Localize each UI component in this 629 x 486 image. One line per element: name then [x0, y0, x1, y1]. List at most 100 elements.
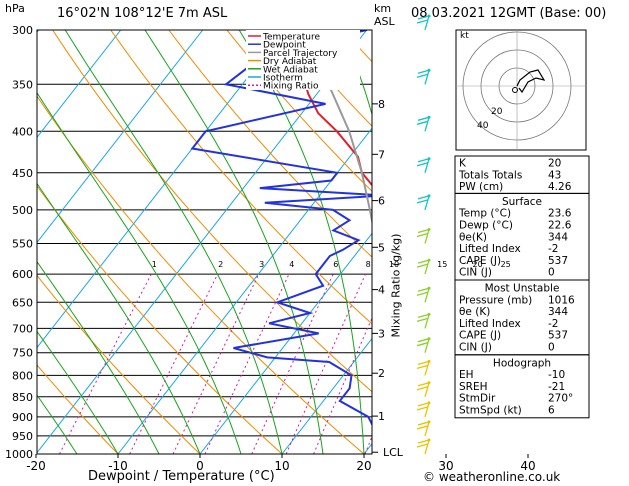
legend-label: Isotherm — [263, 74, 303, 84]
stat-value: 6 — [548, 405, 555, 417]
height-tick-label: 3 — [378, 327, 385, 340]
wind-barb-tip — [427, 286, 431, 290]
mixing-ratio-line — [285, 273, 366, 454]
wind-barb-flag — [417, 158, 430, 163]
wind-barb-tip — [427, 401, 431, 405]
wind-barb-flag — [417, 402, 430, 407]
height-tick-label: 8 — [378, 98, 385, 111]
asl-unit-label: ASL — [374, 15, 395, 28]
stat-value: 344 — [548, 306, 568, 318]
legend-label: Dewpoint — [263, 41, 306, 51]
legend-label: Mixing Ratio — [263, 82, 319, 92]
pressure-tick-label: 950 — [12, 430, 33, 443]
mixing-ratio-line — [59, 273, 152, 454]
stat-value: -2 — [548, 318, 558, 330]
temperature-tick-label: -10 — [108, 459, 128, 473]
temperature-tick-label: 20 — [356, 459, 371, 473]
height-tick-label: 1 — [378, 410, 385, 423]
wind-barb — [416, 157, 431, 173]
wind-barb-flag — [417, 116, 430, 121]
height-axis: 8 7 6 5 4 3 2 1 — [372, 98, 385, 453]
mixing-ratio-line — [251, 273, 334, 454]
wind-barb — [416, 227, 431, 244]
stat-label: SREH — [459, 381, 488, 393]
stat-label: CIN (J) — [459, 342, 492, 354]
stat-value: 0 — [548, 342, 555, 354]
wind-barb-flag — [416, 199, 429, 204]
pressure-tick-label: 550 — [12, 237, 33, 250]
wind-barb-staff — [424, 229, 430, 244]
wet-adiabat-line — [144, 30, 324, 454]
stat-value: 0 — [548, 267, 555, 279]
temperature-tick-label: -20 — [26, 459, 46, 473]
stat-label: EH — [459, 369, 474, 381]
stat-label: StmDir — [459, 393, 496, 405]
mixing-ratio-line — [172, 273, 260, 454]
pressure-tick-label: 350 — [12, 78, 33, 91]
wind-barb — [416, 381, 431, 397]
mixing-ratio-label: 2 — [218, 260, 223, 269]
temperature-profile-line — [302, 78, 372, 187]
wind-barb — [416, 286, 431, 303]
mixing-ratio-label: 4 — [289, 260, 294, 269]
stat-label: PW (cm) — [459, 181, 503, 193]
dry-adiabat-line — [226, 30, 372, 192]
wind-barb-flag — [417, 15, 430, 20]
stat-section-title: Surface — [502, 196, 542, 208]
stat-label: Pressure (mb) — [459, 294, 532, 306]
stat-label: Lifted Index — [459, 243, 521, 255]
isotherm-line — [281, 337, 372, 454]
legend-label: Dry Adiabat — [263, 57, 317, 67]
wind-barb-tip — [427, 359, 431, 363]
location-label: 16°02'N 108°12'E 7m ASL — [57, 6, 228, 21]
wind-barb-tip — [427, 157, 431, 161]
mixing-ratio-line — [129, 273, 219, 454]
mixing-ratio-label: 3 — [259, 260, 264, 269]
stat-value: 4.26 — [548, 181, 572, 193]
height-tick-label: 2 — [378, 367, 385, 380]
dry-adiabat-line — [110, 30, 372, 325]
wind-barb-flag — [417, 259, 430, 264]
stat-value: 537 — [548, 330, 568, 342]
lcl-label: LCL — [383, 446, 403, 459]
wind-barb-staff — [424, 439, 430, 455]
wind-barb-flag — [417, 287, 430, 292]
temperature-tick-label: 30 — [438, 459, 453, 473]
pressure-tick-label: 750 — [12, 347, 33, 360]
wind-barb-flag — [417, 313, 430, 319]
wind-barb-flag — [416, 162, 429, 167]
height-tick-label: 5 — [378, 241, 385, 254]
stat-value: 344 — [548, 231, 568, 243]
pressure-tick-label: 850 — [12, 391, 33, 404]
mixing-ratio-label: 6 — [333, 260, 338, 269]
isotherm-line — [37, 30, 122, 139]
dry-adiabat-line — [37, 274, 201, 454]
hodograph-unit-label: kt — [460, 31, 469, 41]
height-tick-label: 7 — [378, 148, 385, 161]
wind-barb-staff — [424, 338, 430, 353]
hpa-unit-label: hPa — [5, 2, 25, 15]
datetime-label: 08.03.2021 12GMT (Base: 00) — [411, 6, 607, 21]
stat-label: Dewp (°C) — [459, 220, 513, 232]
wind-barb-flag — [417, 382, 430, 387]
wind-barb-flag — [417, 195, 430, 200]
wind-barb-tip — [427, 381, 431, 385]
wind-barb-tip — [427, 312, 431, 316]
wind-barb-tip — [427, 258, 431, 262]
wind-barb-tip — [427, 438, 431, 442]
wind-barb-flag — [416, 364, 429, 370]
wet-adiabat-line — [37, 182, 201, 454]
dry-adiabat-line — [37, 364, 119, 454]
temperature-tick-label: 0 — [196, 459, 204, 473]
legend-label: Temperature — [262, 33, 320, 43]
wind-barb-staff — [424, 70, 430, 85]
isotherm-line — [37, 30, 286, 349]
pressure-tick-label: 300 — [12, 24, 33, 37]
wind-barb-flag — [416, 291, 429, 296]
temperature-tick-label: 10 — [274, 459, 289, 473]
wet-adiabat-line — [37, 260, 160, 454]
pressure-axis: 300 350 400 450 500 550 600 650 700 750 800 850 900 9… — [5, 24, 33, 461]
wind-barb-flag — [416, 342, 429, 347]
